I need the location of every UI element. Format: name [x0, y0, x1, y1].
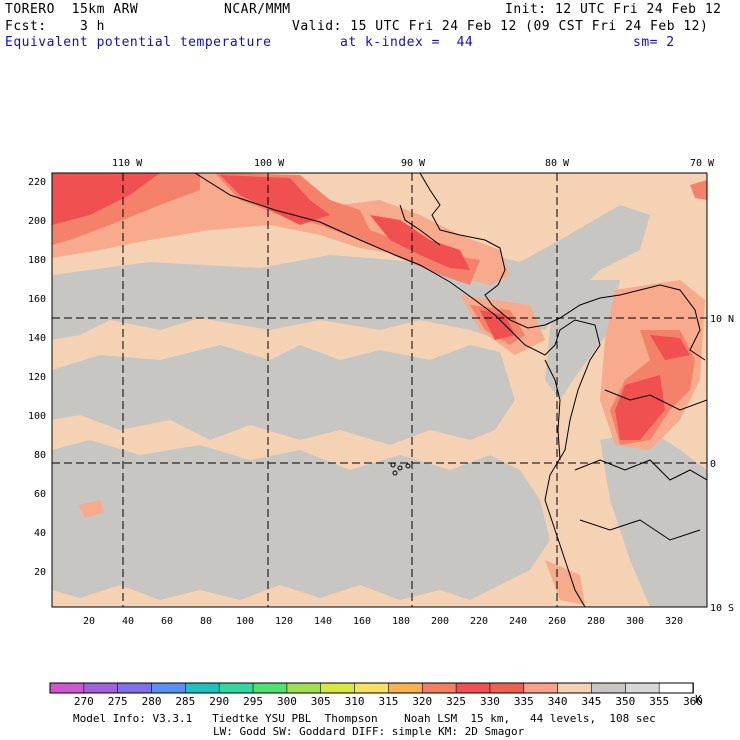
x-tick: 260: [548, 616, 566, 627]
lat-label: 10 N: [710, 314, 734, 325]
valid-time: Valid: 15 UTC Fri 24 Feb 12 (09 CST Fri …: [292, 19, 709, 34]
lon-label: 110 W: [112, 158, 143, 169]
lon-labels: 110 W 100 W 90 W 80 W 70 W: [112, 158, 715, 169]
field-name: Equivalent potential temperature: [5, 35, 272, 50]
x-tick: 120: [275, 616, 293, 627]
y-tick: 160: [28, 294, 46, 305]
smoothing-label: sm= 2: [633, 35, 675, 50]
lon-label: 70 W: [690, 158, 715, 169]
colorbar-swatch: [455, 682, 491, 694]
colorbar-swatch: [523, 682, 559, 694]
lat-label: 0: [710, 459, 716, 470]
x-tick: 100: [236, 616, 254, 627]
x-tick: 240: [509, 616, 527, 627]
colorbar-label: 315: [378, 695, 399, 708]
colorbar-label: 355: [649, 695, 670, 708]
lon-label: 80 W: [545, 158, 570, 169]
colorbar-swatch: [49, 682, 85, 694]
lat-label: 10 S: [710, 603, 734, 614]
y-tick: 200: [28, 216, 46, 227]
x-tick: 180: [392, 616, 410, 627]
colorbar-frame: [49, 682, 694, 694]
forecast-hour: Fcst: 3 h: [5, 19, 105, 34]
colorbar: [49, 682, 694, 694]
org-label: NCAR/MMM: [224, 2, 291, 17]
colorbar-label: 335: [513, 695, 534, 708]
footer-physics-info: LW: Godd SW: Goddard DIFF: simple KM: 2D…: [213, 725, 525, 738]
x-tick: 160: [353, 616, 371, 627]
level-label: at k-index = 44: [340, 35, 474, 50]
colorbar-swatch: [117, 682, 153, 694]
colorbar-swatch: [218, 682, 254, 694]
y-tick: 80: [34, 450, 46, 461]
colorbar-swatch: [625, 682, 660, 694]
colorbar-swatch: [252, 682, 288, 694]
y-tick: 120: [28, 372, 46, 383]
x-tick: 40: [122, 616, 134, 627]
colorbar-label: 320: [412, 695, 433, 708]
colorbar-label: 285: [175, 695, 196, 708]
lon-label: 90 W: [401, 158, 426, 169]
x-tick: 20: [83, 616, 95, 627]
x-tick: 140: [314, 616, 332, 627]
x-tick: 60: [161, 616, 173, 627]
x-tick: 280: [587, 616, 605, 627]
y-tick: 220: [28, 177, 46, 188]
colorbar-swatch: [489, 682, 525, 694]
colorbar-label: 345: [581, 695, 602, 708]
colorbar-label: 350: [615, 695, 636, 708]
colorbar-label: 340: [547, 695, 568, 708]
y-tick: 60: [34, 489, 46, 500]
colorbar-swatch: [151, 682, 187, 694]
x-tick: 80: [200, 616, 212, 627]
colorbar-label: 275: [107, 695, 128, 708]
x-tick-labels: 20 40 60 80 100 120 140 160 180 200 220 …: [83, 616, 683, 627]
colorbar-swatch: [354, 682, 390, 694]
y-tick: 20: [34, 567, 46, 578]
y-tick-labels: 220 200 180 160 140 120 100 80 60 40 20: [28, 177, 46, 578]
colorbar-swatch: [658, 682, 694, 694]
colorbar-label: 290: [209, 695, 230, 708]
y-tick: 180: [28, 255, 46, 266]
footer-model-info: Model Info: V3.3.1 Tiedtke YSU PBL Thomp…: [73, 712, 656, 725]
colorbar-label: 295: [243, 695, 263, 708]
colorbar-label: 330: [480, 695, 500, 708]
x-tick: 320: [665, 616, 683, 627]
red-field-regions: [52, 173, 690, 440]
y-tick: 140: [28, 333, 46, 344]
colorbar-label: 305: [310, 695, 331, 708]
x-tick: 200: [431, 616, 449, 627]
x-tick: 300: [626, 616, 644, 627]
lon-label: 100 W: [254, 158, 285, 169]
graticule: [52, 173, 707, 607]
colorbar-label: 300: [276, 695, 297, 708]
colorbar-swatch: [591, 682, 627, 694]
colorbar-swatch: [320, 682, 356, 694]
colorbar-swatch: [185, 682, 221, 694]
lat-labels: 10 N 0 10 S: [710, 314, 734, 614]
colorbar-swatch: [557, 682, 593, 694]
colorbar-label: 325: [446, 695, 467, 708]
map-field: [52, 173, 707, 607]
init-time: Init: 12 UTC Fri 24 Feb 12: [505, 2, 722, 17]
x-tick: 220: [470, 616, 488, 627]
colorbar-swatch: [388, 682, 424, 694]
y-tick: 40: [34, 528, 46, 539]
y-tick: 100: [28, 411, 46, 422]
colorbar-swatch: [286, 682, 322, 694]
colorbar-label: 360: [683, 695, 703, 708]
map-frame: [51, 172, 708, 608]
colorbar-label: 270: [73, 695, 94, 708]
colorbar-label: 310: [344, 695, 365, 708]
coastlines: [194, 173, 707, 607]
colorbar-swatch: [421, 682, 457, 694]
colorbar-unit: K: [695, 693, 702, 706]
model-title: TORERO 15km ARW: [5, 2, 139, 17]
colorbar-swatch: [83, 682, 119, 694]
colorbar-label: 280: [141, 695, 162, 708]
